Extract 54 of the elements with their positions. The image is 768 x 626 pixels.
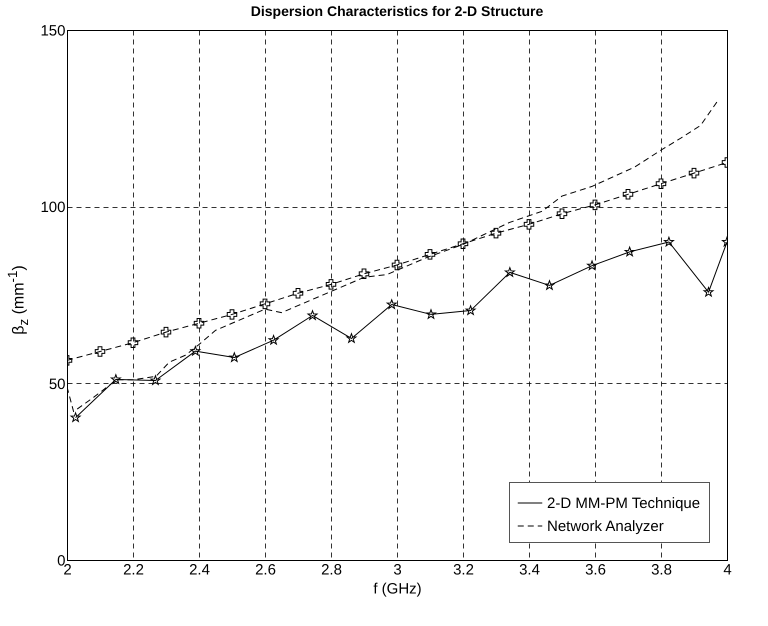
point	[358, 268, 370, 280]
point	[229, 352, 240, 362]
point	[150, 375, 160, 385]
point	[426, 309, 436, 319]
x-tick-label: 3.8	[651, 562, 672, 578]
y-tick-label: 100	[40, 199, 66, 216]
x-tick-label: 3.4	[519, 562, 540, 578]
point	[490, 228, 502, 238]
point	[70, 412, 81, 422]
point	[458, 238, 468, 250]
legend-label: Network Analyzer	[547, 518, 664, 535]
point	[556, 208, 568, 219]
point	[190, 346, 200, 356]
point	[260, 298, 270, 310]
point	[94, 346, 106, 357]
x-tick-label: 2.8	[321, 562, 342, 578]
point	[268, 334, 279, 345]
point	[292, 288, 304, 298]
point	[524, 219, 534, 230]
point	[622, 189, 634, 200]
y-tick-label: 150	[40, 22, 66, 40]
point	[160, 326, 172, 338]
point	[386, 299, 397, 309]
point	[226, 309, 238, 320]
point	[392, 260, 402, 270]
point	[656, 178, 666, 189]
legend-label: 2-D MM-PM Technique	[547, 495, 700, 512]
point	[326, 279, 336, 290]
point	[590, 200, 600, 210]
x-tick-label: 2.2	[123, 562, 144, 578]
point	[110, 374, 121, 384]
y-tick-label: 0	[57, 552, 66, 570]
chart-title: Dispersion Characteristics for 2-D Structure	[250, 3, 544, 19]
point	[194, 318, 204, 329]
point	[704, 286, 714, 297]
point	[688, 168, 700, 178]
point	[544, 280, 554, 290]
point	[346, 333, 356, 343]
x-tick-label: 4	[723, 562, 732, 578]
point	[128, 337, 138, 348]
point	[504, 267, 515, 277]
x-tick-label: 2.6	[255, 562, 276, 578]
point	[664, 236, 674, 246]
x-tick-label: 3	[393, 562, 402, 578]
point	[587, 260, 598, 270]
point	[308, 310, 318, 320]
point	[424, 249, 436, 260]
x-tick-label: 3.2	[453, 562, 474, 578]
point	[466, 305, 476, 315]
y-tick-label: 50	[48, 376, 66, 393]
x-axis-title: f (GHz)	[373, 580, 422, 598]
point	[624, 246, 635, 256]
x-tick-label: 2.4	[189, 562, 210, 578]
x-tick-label: 3.6	[585, 562, 606, 578]
